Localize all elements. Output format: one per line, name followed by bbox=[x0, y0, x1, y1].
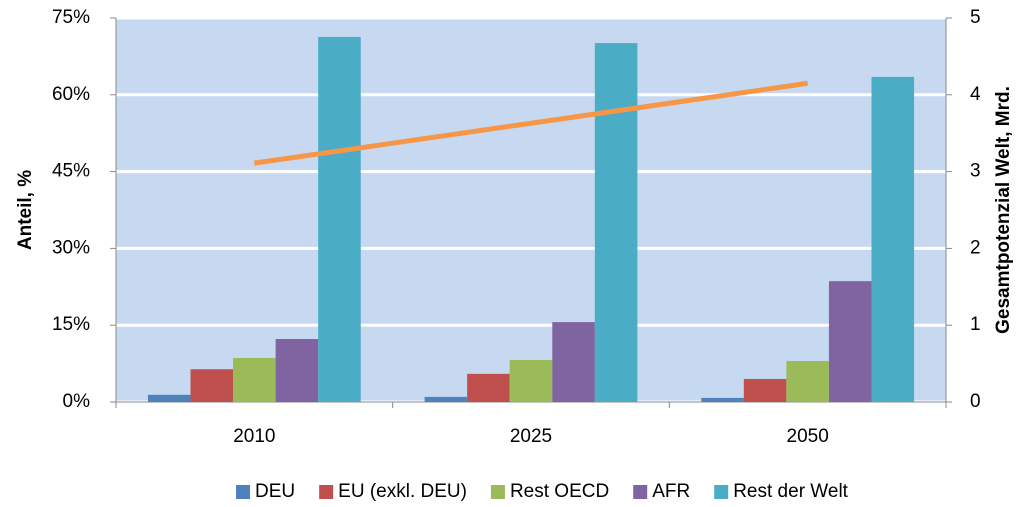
x-tick-label: 2010 bbox=[233, 426, 275, 447]
legend-label: Rest OECD bbox=[510, 481, 609, 502]
bar bbox=[871, 76, 915, 402]
bar bbox=[552, 322, 595, 402]
bar bbox=[509, 360, 553, 402]
y-axis-title: Anteil, % bbox=[15, 170, 36, 250]
legend: DEU EU (exkl. DEU) Rest OECD AFR Rest der We… bbox=[236, 481, 849, 502]
bar bbox=[743, 378, 787, 402]
legend-swatch bbox=[633, 485, 648, 499]
legend-label: DEU bbox=[255, 481, 295, 502]
legend-label: AFR bbox=[652, 481, 690, 502]
x-tick-label: 2025 bbox=[510, 426, 552, 447]
line bbox=[253, 80, 809, 166]
legend-swatch bbox=[490, 485, 505, 499]
bar bbox=[828, 281, 872, 402]
x-tick-label: 2050 bbox=[787, 426, 829, 447]
bar bbox=[275, 339, 319, 402]
y-tick-label: 0% bbox=[63, 391, 91, 412]
y2-tick-label: 5 bbox=[970, 7, 981, 28]
bar bbox=[147, 394, 191, 402]
plot-area bbox=[116, 18, 946, 402]
bar bbox=[318, 36, 361, 402]
y2-tick-label: 1 bbox=[970, 314, 981, 335]
y2-tick-label: 4 bbox=[970, 84, 981, 105]
legend-swatch bbox=[714, 485, 729, 499]
bar bbox=[467, 373, 510, 402]
legend-swatch bbox=[319, 485, 334, 499]
y2-axis-title: Gesamtpotenzial Welt, Mrd. bbox=[993, 86, 1014, 334]
legend-label: EU (exkl. DEU) bbox=[338, 481, 467, 502]
bar bbox=[786, 361, 829, 402]
legend-swatch bbox=[236, 485, 251, 499]
y2-tick-label: 0 bbox=[970, 391, 981, 412]
bar bbox=[233, 357, 276, 402]
y-tick-label: 45% bbox=[52, 161, 90, 182]
bar bbox=[594, 43, 638, 402]
bar bbox=[701, 397, 744, 402]
bar bbox=[190, 369, 234, 402]
y-tick-label: 60% bbox=[52, 84, 90, 105]
y2-tick-label: 2 bbox=[970, 237, 981, 258]
legend-label: Rest der Welt bbox=[733, 481, 848, 502]
y-tick-label: 15% bbox=[52, 314, 90, 335]
y2-tick-label: 3 bbox=[970, 161, 981, 182]
y-tick-label: 75% bbox=[52, 7, 90, 28]
bar bbox=[424, 396, 468, 402]
y-tick-label: 30% bbox=[52, 237, 90, 258]
